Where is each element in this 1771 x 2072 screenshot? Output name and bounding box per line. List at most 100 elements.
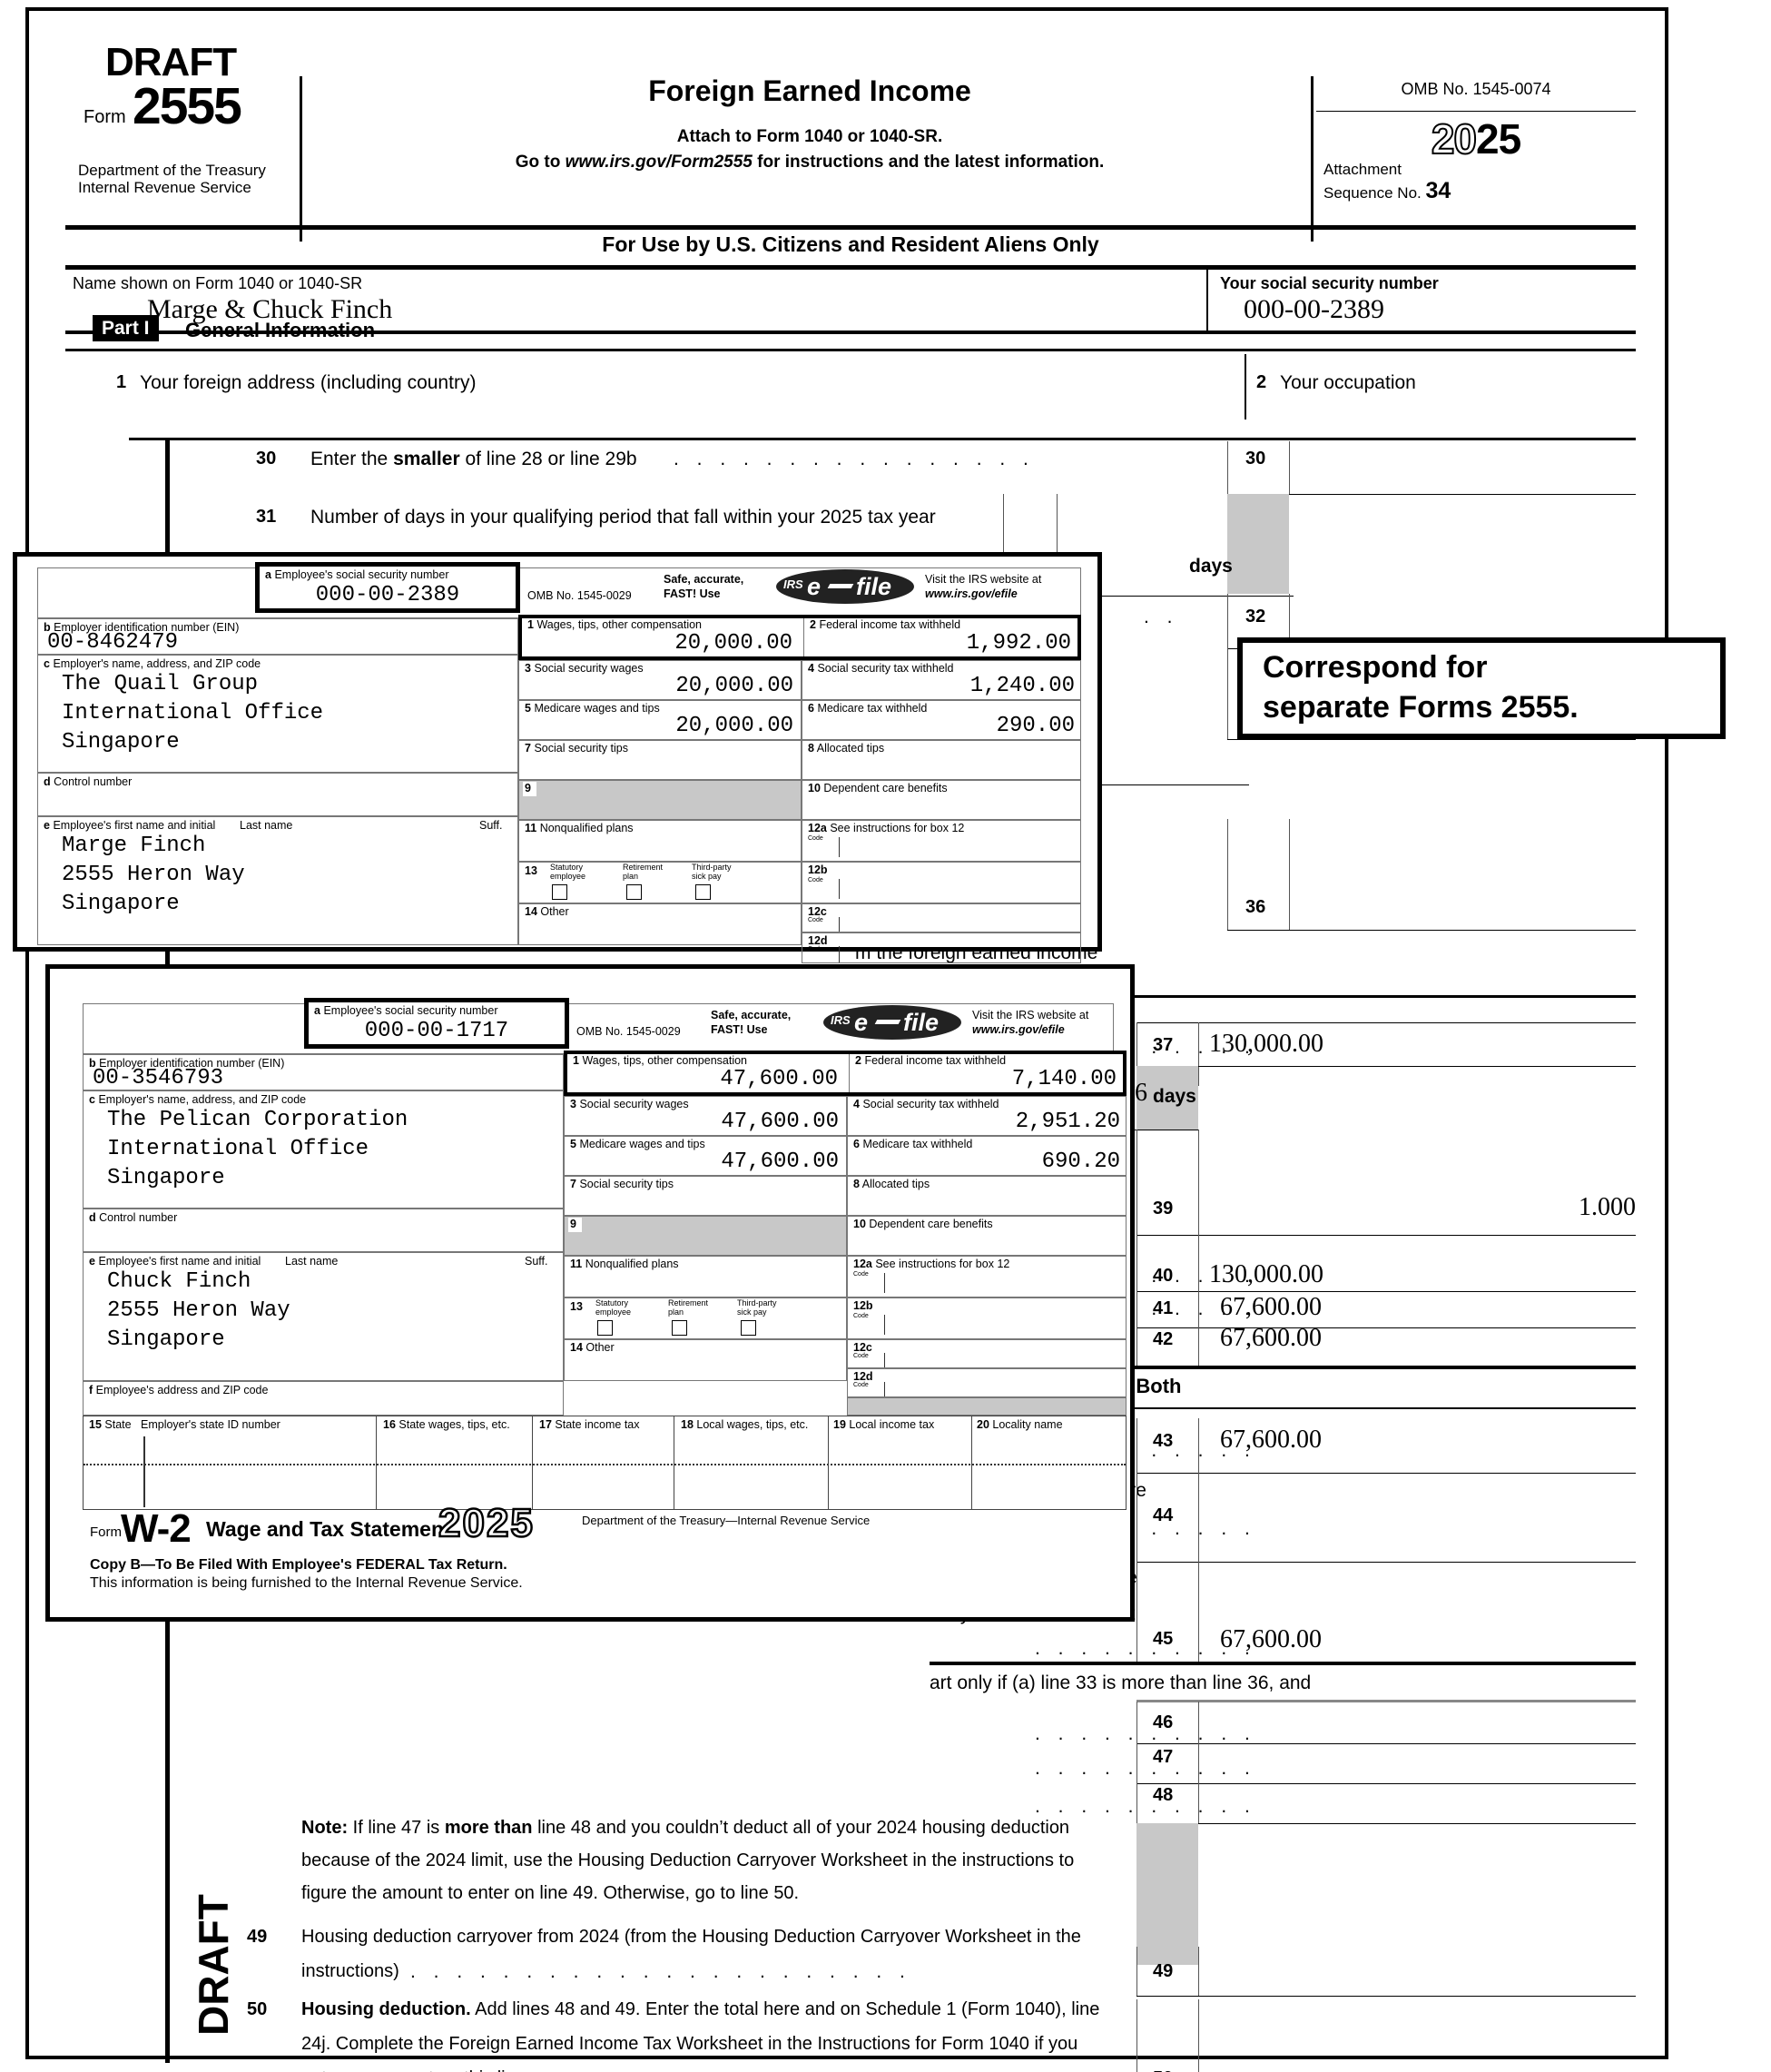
attachment-seq-text: Sequence No.: [1323, 184, 1422, 202]
w2b-box-1: 1 Wages, tips, other compensation 47,600…: [569, 1054, 845, 1092]
w2b-ssn-label: a Employee's social security number: [314, 1004, 498, 1017]
w2-box-14-label: 14 Other: [525, 905, 569, 918]
amt-col-mid-2: [1289, 594, 1290, 648]
w2-omb: OMB No. 1545-0029: [527, 589, 632, 602]
w2b-footer-title: Wage and Tax Statement: [206, 1517, 451, 1541]
w2b-box-3-label: 3 Social security wages: [570, 1098, 689, 1110]
w2-box-10-label: 10 Dependent care benefits: [808, 782, 948, 794]
tax-year-solid: 25: [1476, 115, 1521, 163]
header-center-block: Foreign Earned Income Attach to Form 104…: [309, 24, 1311, 242]
w2-retirement-checkbox[interactable]: [626, 884, 642, 900]
line-30-text: Enter the smaller of line 28 or line 29b: [310, 449, 637, 470]
w2b-box-12c-number: 12c: [853, 1341, 872, 1354]
w2b-box-3-text: Social security wages: [579, 1098, 689, 1110]
w2b-box-11-label: 11 Nonqualified plans: [570, 1258, 679, 1270]
efile-e-text-2: e: [854, 1009, 869, 1036]
w2b-box-8: 8 Allocated tips: [847, 1176, 1127, 1216]
lines-46-48-block: . . . . . . . . . . 46 . . . . . . . . .…: [1028, 1700, 1636, 1965]
line-34-rule: [977, 784, 1249, 785]
w2-box-2-value: 1,992.00: [966, 631, 1071, 656]
w2-box-a-text: Employee's social security number: [274, 568, 449, 581]
w2b-box-2-value: 7,140.00: [1011, 1067, 1117, 1091]
w2b-box-5-value: 47,600.00: [721, 1149, 839, 1174]
line-46-leader: . . . . . . . . . .: [1035, 1723, 1268, 1744]
draft-watermark-vertical: DRAFT: [190, 1894, 237, 2036]
w2-box-2-number: 2: [810, 618, 816, 631]
w2b-box-2-text: Federal income tax withheld: [864, 1054, 1007, 1067]
w2b-retirement-checkbox[interactable]: [672, 1320, 687, 1336]
w2-statutory-l2: employee: [550, 871, 586, 881]
w2b-box-c: c Employer's name, address, and ZIP code…: [83, 1090, 564, 1209]
w2-box-12d: 12d Code: [802, 932, 1081, 963]
line-50-leader: . . . . . . . . . . . . . . . . . .: [532, 2068, 951, 2072]
w2-box-7-number: 7: [525, 742, 531, 755]
part-rule-b: [930, 1366, 1636, 1369]
note-block: Note: If line 47 is more than line 48 an…: [301, 1818, 1373, 1927]
w2-box-8-text: Allocated tips: [816, 742, 885, 755]
form-header: DRAFT Form 2555 Department of the Treasu…: [65, 24, 1636, 242]
header-divider-right: [1311, 76, 1313, 242]
line-45-box-number: 45: [1153, 1629, 1174, 1649]
w2-statutory-checkbox[interactable]: [552, 884, 567, 900]
efile-irs-text-2: IRS: [831, 1013, 851, 1027]
efile-logo-2: IRS e file: [823, 1005, 961, 1040]
w2-box-5-value: 20,000.00: [675, 714, 793, 738]
efile-swoosh-icon-2: [874, 1020, 901, 1024]
w2b-box-11-text: Nonqualified plans: [585, 1258, 679, 1270]
w2-thirdparty-checkbox[interactable]: [695, 884, 711, 900]
line41-col-l: [1136, 1291, 1137, 1327]
w2-box-12d-divider: [839, 946, 840, 962]
part1-rule: [65, 331, 1636, 334]
line-31-number: 31: [256, 507, 277, 527]
w2-ein-value: 00-8462479: [47, 630, 179, 655]
line-30-text-b: smaller: [393, 449, 460, 469]
w2-box-6-text: Medicare tax withheld: [817, 702, 928, 715]
w2-box-8: 8 Allocated tips: [802, 740, 1081, 780]
w2-form-marge: a Employee's social security number 000-…: [13, 552, 1102, 963]
amt-col-mid-1: [1289, 441, 1290, 494]
w2b-omb: OMB No. 1545-0029: [576, 1025, 681, 1038]
efile-file-text-2: file: [903, 1009, 940, 1036]
w2b-box-16-number: 16: [383, 1418, 396, 1431]
name-ssn-divider: [1206, 269, 1208, 331]
omb-number: OMB No. 1545-0074: [1401, 80, 1551, 98]
w2b-box-12a-label: 12a See instructions for box 12: [853, 1258, 1009, 1270]
w2b-footer-dept: Department of the Treasury—Internal Reve…: [582, 1514, 871, 1527]
w2-box-3-value: 20,000.00: [675, 674, 793, 698]
w2b-thirdparty-checkbox[interactable]: [741, 1320, 756, 1336]
w2-box-e-text: Employee's first name and initial: [53, 819, 216, 832]
w2-employee-line3: Singapore: [62, 892, 180, 916]
w2-box-b-text: Employer identification number (EIN): [54, 621, 240, 634]
w2b-box-8-label: 8 Allocated tips: [853, 1178, 930, 1190]
callout-correspond: Correspond for separate Forms 2555.: [1237, 637, 1726, 739]
w2-box-7-text: Social security tips: [534, 742, 628, 755]
goto-url[interactable]: www.irs.gov/Form2555: [565, 153, 753, 172]
w2-box-14: 14 Other: [518, 903, 802, 945]
line-30-leader: . . . . . . . . . . . . . . . .: [674, 449, 1047, 469]
w2b-box-12a-text: See instructions for box 12: [875, 1258, 1010, 1270]
w2-statutory-l1: Statutory: [550, 863, 584, 872]
line-40-rule: [1136, 1291, 1636, 1292]
w2b-statutory-checkbox[interactable]: [597, 1320, 613, 1336]
note-line-1b: more than: [444, 1818, 533, 1838]
line-50-text-2: 24j. Complete the Foreign Earned Income …: [301, 2034, 1078, 2054]
w2b-box-4-text: Social security tax withheld: [862, 1098, 999, 1110]
w2b-box-19-text: Local income tax: [849, 1418, 935, 1431]
w2-box-11-text: Nonqualified plans: [539, 822, 634, 834]
w2b-employee-line3: Singapore: [107, 1327, 225, 1352]
line-41-rule: [1136, 1327, 1636, 1328]
w2b-box-20-number: 20: [977, 1418, 989, 1431]
w2b-box-d-letter: d: [89, 1211, 96, 1224]
w2b-box-6-text: Medicare tax withheld: [862, 1138, 973, 1150]
w2-box-12d-number: 12d: [808, 934, 828, 947]
w2b-box-12c-divider: [884, 1353, 885, 1367]
w2b-box-5-number: 5: [570, 1138, 576, 1150]
w2-box-b: b Employer identification number (EIN) 0…: [37, 618, 518, 655]
efile-irs-text: IRS: [783, 577, 803, 591]
w2-box-e: e Employee's first name and initial Last…: [37, 816, 518, 945]
w2b-box-f-label: f Employee's address and ZIP code: [89, 1384, 268, 1396]
w2b-box-12c-code-label: Code: [853, 1353, 869, 1359]
line-31-sub-mid: [1057, 494, 1058, 596]
w2b-box-3-number: 3: [570, 1098, 576, 1110]
w2-box-3-number: 3: [525, 662, 531, 675]
